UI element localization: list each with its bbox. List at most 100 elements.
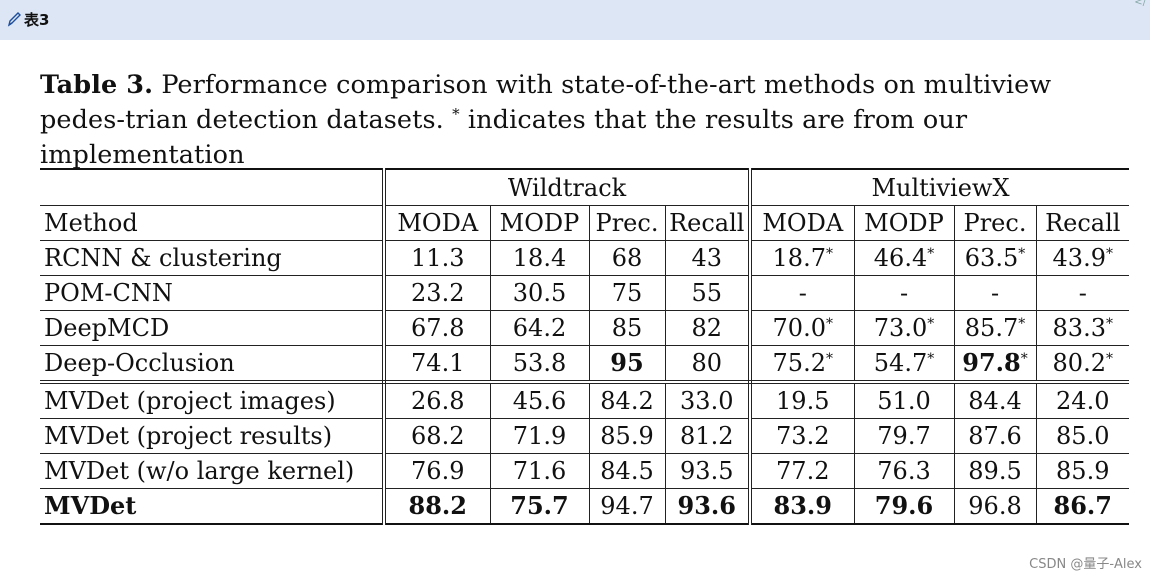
value-cell: 93.6	[665, 488, 752, 524]
cell-value: 43.9	[1052, 244, 1106, 272]
value-cell: 94.7	[589, 488, 666, 524]
code-mark: </	[1134, 0, 1146, 8]
cell-value: 97.8	[962, 348, 1021, 377]
asterisk-mark: *	[1105, 316, 1113, 332]
pencil-icon[interactable]	[6, 10, 22, 28]
cell-value: 82	[691, 314, 723, 342]
value-cell: 53.8	[490, 345, 590, 384]
value-cell: 63.5*	[954, 240, 1037, 276]
table-row: MVDet 88.2 75.7 94.7 93.6 83.9 79.6 96.8 86.7	[40, 488, 1129, 524]
value-cell: 24.0	[1036, 382, 1129, 419]
value-cell: 26.8	[384, 382, 491, 419]
cell-value: 63.5	[964, 244, 1019, 272]
cell-value: 68	[611, 244, 643, 272]
cell-value: 88.2	[408, 491, 467, 520]
cell-value: 95	[610, 348, 644, 377]
value-cell: 43.9*	[1036, 240, 1129, 276]
value-cell: -	[1036, 275, 1129, 311]
value-cell: 95	[589, 345, 666, 384]
cell-value: 64.2	[512, 314, 567, 342]
value-cell: 75	[589, 275, 666, 311]
value-cell: 73.2	[750, 418, 855, 454]
cell-value: 84.2	[600, 387, 654, 415]
value-cell: 82	[665, 310, 752, 346]
cell-value: 73.0	[873, 314, 928, 342]
method-cell: RCNN & clustering	[40, 240, 386, 276]
value-cell: 18.4	[490, 240, 590, 276]
value-cell: 79.6	[854, 488, 955, 524]
cell-value: 84.4	[968, 387, 1022, 415]
cell-value: 75.2	[772, 349, 826, 377]
col-header-modp: MODP	[854, 205, 955, 241]
value-cell: 51.0	[854, 382, 955, 419]
cell-value: 67.8	[411, 314, 465, 342]
asterisk-mark: *	[1020, 351, 1028, 367]
value-cell: 79.7	[854, 418, 955, 454]
col-header-method: Method	[40, 205, 386, 241]
cell-value: -	[1078, 279, 1087, 307]
watermark: CSDN @量子-Alex	[1029, 557, 1142, 572]
value-cell: 85.0	[1036, 418, 1129, 454]
cell-value: 83.9	[773, 491, 832, 520]
cell-value: -	[899, 279, 909, 307]
cell-value: 93.5	[680, 457, 734, 485]
method-cell: DeepMCD	[40, 310, 386, 346]
table-row: MVDet (project results) 68.2 71.9 85.9 81.2 7…	[40, 418, 1129, 454]
cell-value: 80.2	[1052, 349, 1106, 377]
cell-value: 80	[691, 349, 723, 377]
table-caption: Table 3. Performance comparison with sta…	[40, 68, 1135, 173]
value-cell: 88.2	[384, 488, 491, 524]
value-cell: 84.2	[589, 382, 666, 419]
cell-value: 75.7	[510, 491, 569, 520]
value-cell: -	[954, 275, 1037, 311]
cell-value: 76.9	[411, 457, 465, 485]
col-header-prec: Prec.	[954, 205, 1037, 241]
value-cell: 19.5	[750, 382, 855, 419]
cell-value: 54.7	[873, 349, 928, 377]
cell-value: 24.0	[1056, 387, 1110, 415]
value-cell: 74.1	[384, 345, 491, 384]
value-cell: 64.2	[490, 310, 590, 346]
value-cell: 97.8*	[954, 345, 1037, 384]
value-cell: 68.2	[384, 418, 491, 454]
caption-text-2: indicates that the results are from our …	[40, 105, 968, 170]
cell-value: 70.0	[772, 314, 826, 342]
value-cell: 89.5	[954, 453, 1037, 489]
asterisk-mark: *	[1018, 246, 1026, 262]
asterisk-mark: *	[927, 351, 935, 367]
value-cell: -	[854, 275, 955, 311]
method-cell: Deep-Occlusion	[40, 345, 386, 384]
value-cell: 83.3*	[1036, 310, 1129, 346]
cell-value: 75	[611, 279, 643, 307]
value-cell: 71.6	[490, 453, 590, 489]
cell-value: 85.9	[1056, 457, 1110, 485]
value-cell: 11.3	[384, 240, 491, 276]
cell-value: 45.6	[512, 387, 567, 415]
cell-value: -	[798, 279, 807, 307]
cell-value: 68.2	[411, 422, 465, 450]
value-cell: 23.2	[384, 275, 491, 311]
cell-value: 30.5	[512, 279, 567, 307]
cell-value: 89.5	[968, 457, 1022, 485]
method-cell: MVDet	[40, 488, 386, 524]
table-row: RCNN & clustering 11.3 18.4 68 43 18.7* 46.4* 6…	[40, 240, 1129, 276]
value-cell: 67.8	[384, 310, 491, 346]
asterisk-mark: *	[1105, 246, 1113, 262]
cell-value: 74.1	[411, 349, 465, 377]
value-cell: 75.2*	[750, 345, 855, 384]
value-cell: 43	[665, 240, 752, 276]
cell-value: 71.9	[512, 422, 567, 450]
group-header-row: Wildtrack MultiviewX	[40, 169, 1129, 206]
cell-value: 23.2	[411, 279, 465, 307]
value-cell: 84.4	[954, 382, 1037, 419]
cell-value: 94.7	[600, 492, 654, 520]
cell-value: 85.9	[600, 422, 654, 450]
cell-value: 86.7	[1053, 491, 1112, 520]
cell-value: 26.8	[411, 387, 465, 415]
value-cell: 85	[589, 310, 666, 346]
value-cell: 84.5	[589, 453, 666, 489]
cell-value: 93.6	[677, 491, 736, 520]
col-header-moda: MODA	[384, 205, 491, 241]
cell-value: 71.6	[512, 457, 567, 485]
table-row: MVDet (w/o large kernel) 76.9 71.6 84.5 93.5…	[40, 453, 1129, 489]
